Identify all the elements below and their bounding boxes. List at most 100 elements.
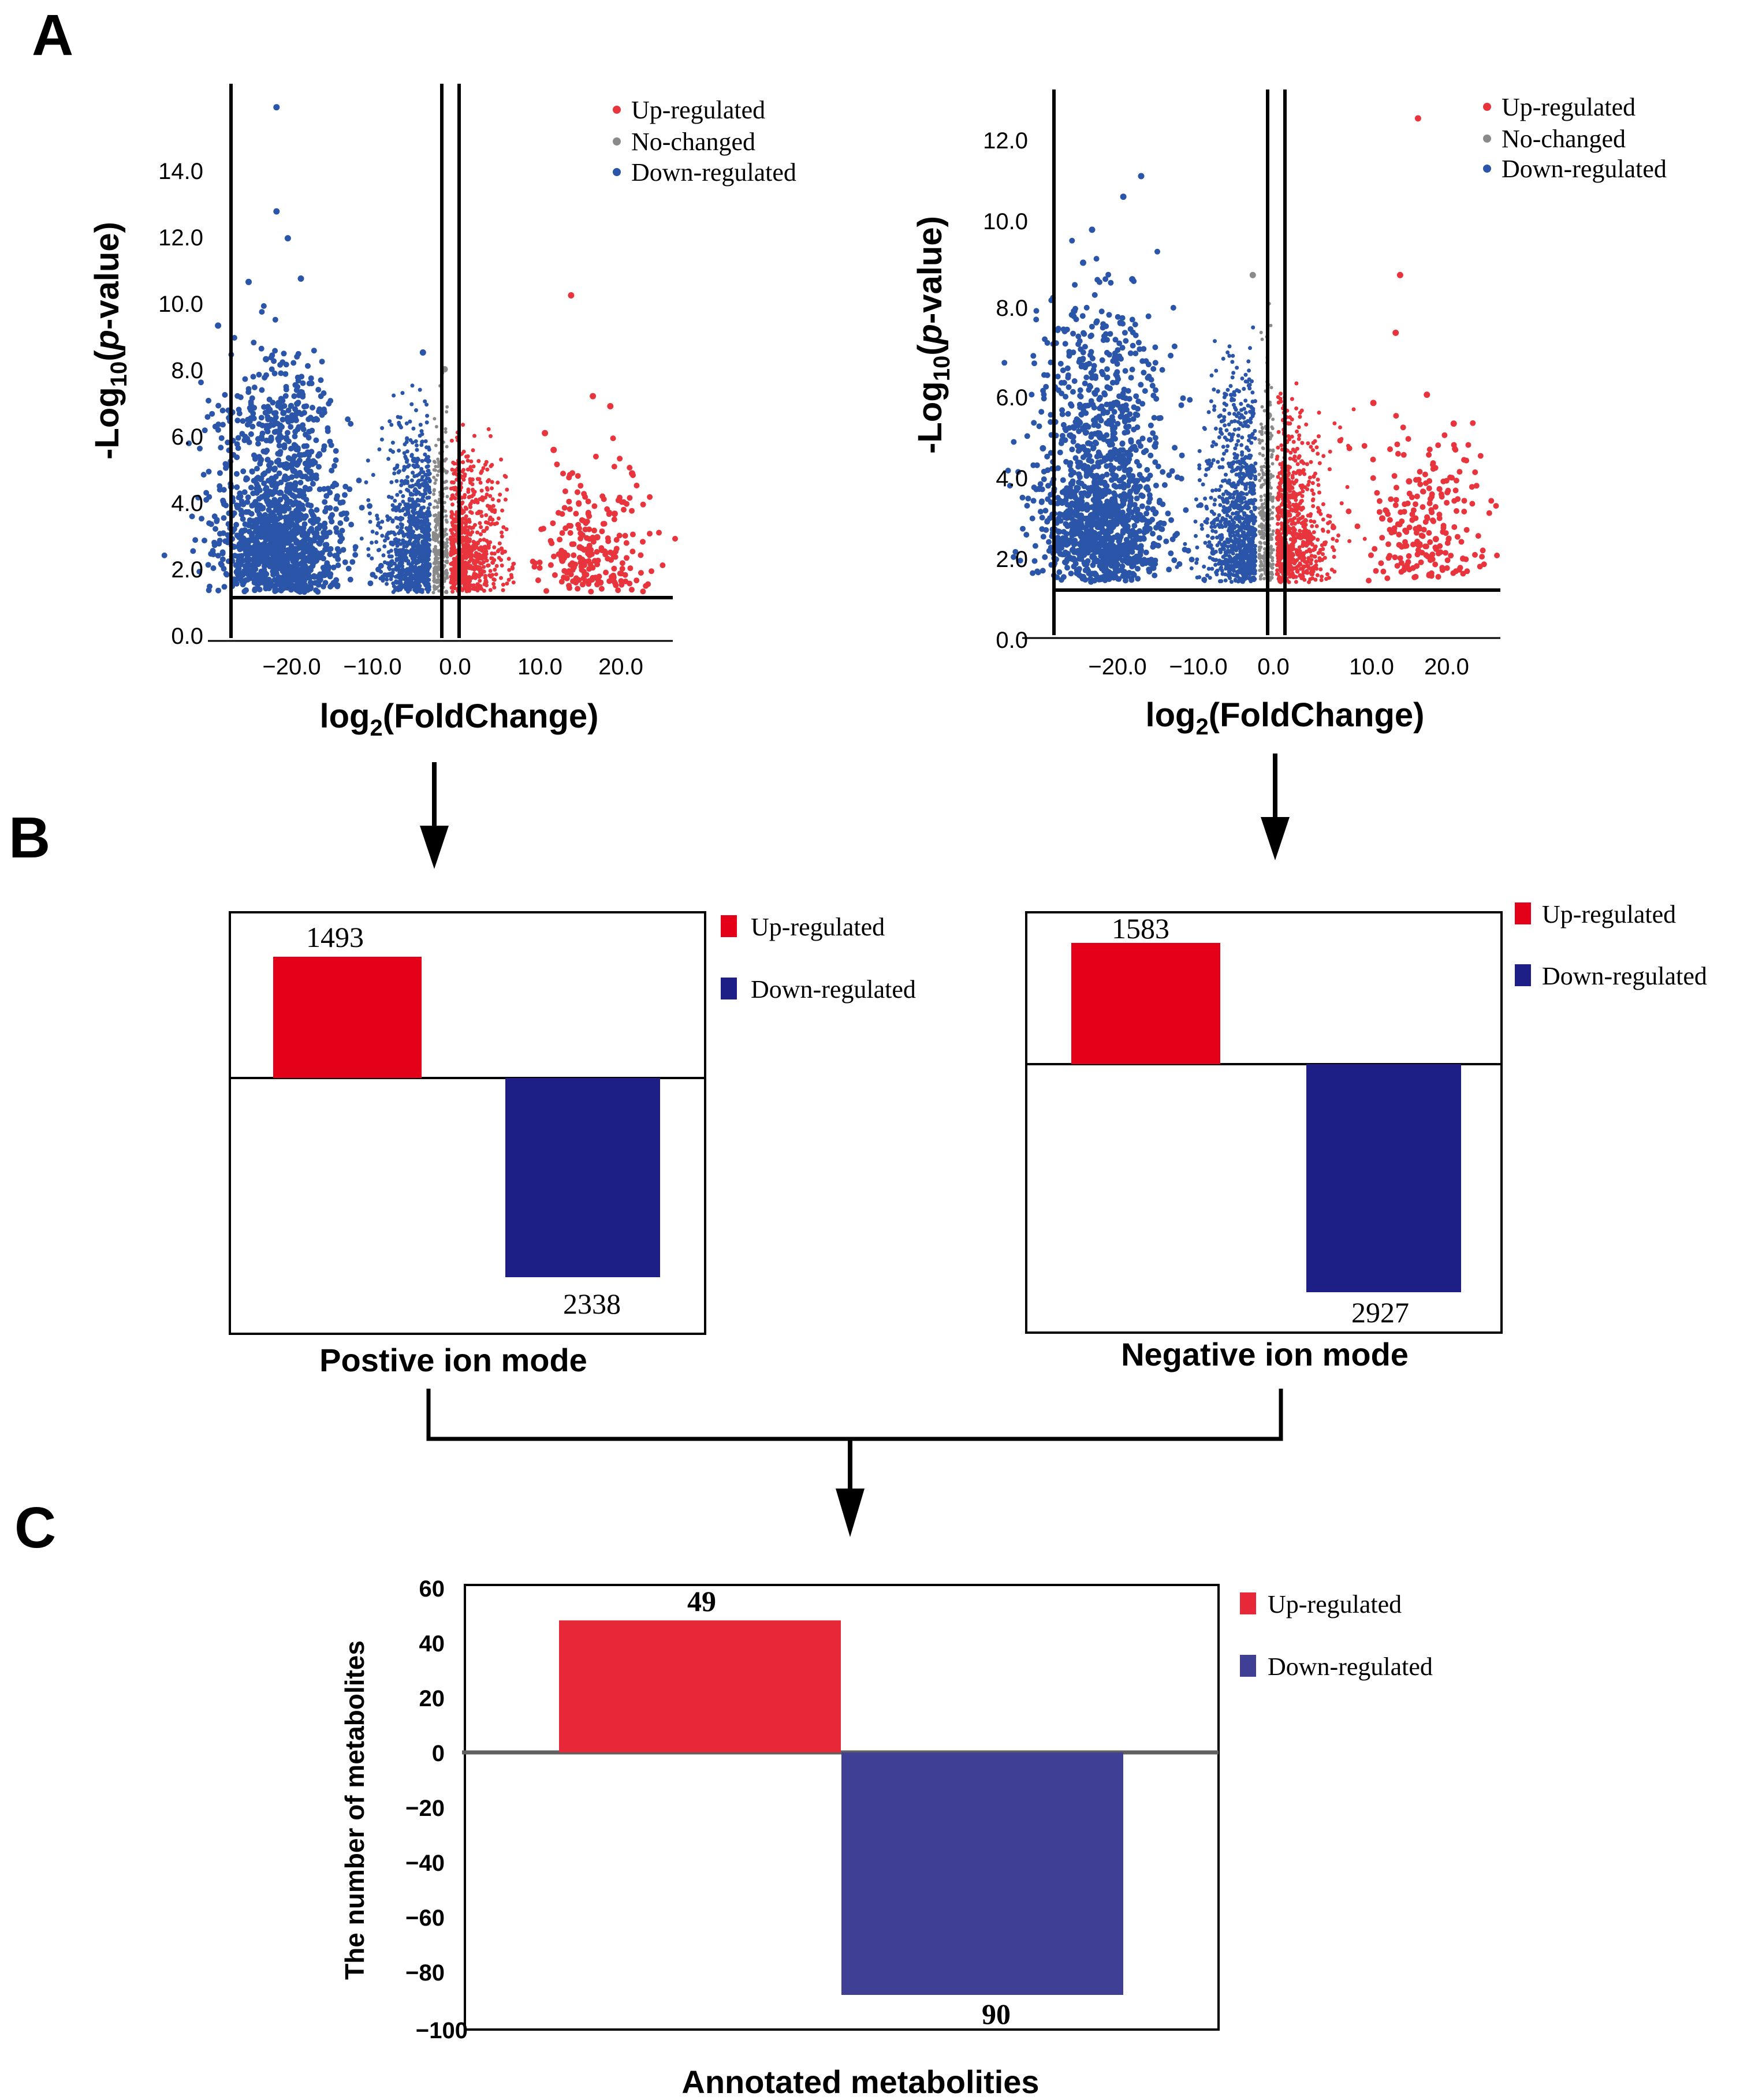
- data-point-down: [375, 513, 379, 518]
- data-point-down: [1085, 402, 1091, 409]
- data-point-down: [255, 502, 262, 508]
- data-point-down: [1070, 478, 1076, 484]
- data-point-down: [426, 525, 431, 529]
- data-point-up: [473, 576, 478, 580]
- data-point-down: [263, 561, 270, 568]
- data-point-down: [416, 536, 421, 541]
- data-point-down: [1089, 472, 1096, 479]
- data-point-down: [411, 471, 415, 475]
- data-point-down: [295, 446, 301, 453]
- data-point-down: [1139, 493, 1146, 499]
- data-point-down: [1134, 506, 1141, 513]
- y-tick: 14.0: [158, 159, 203, 184]
- data-point-down: [1170, 305, 1176, 311]
- data-point-down: [1166, 566, 1172, 573]
- data-point-down: [1070, 434, 1076, 440]
- data-point-down: [264, 528, 271, 535]
- data-point-down: [329, 468, 335, 473]
- data-point-down: [1067, 537, 1074, 543]
- data-point-down: [319, 550, 325, 556]
- data-point-up: [610, 435, 616, 442]
- data-point-down: [1120, 320, 1126, 327]
- data-point-highlight: [297, 275, 304, 282]
- data-point-up: [468, 505, 473, 509]
- data-point-up: [500, 534, 504, 539]
- data-point-down: [202, 538, 207, 544]
- data-point-down: [1120, 551, 1126, 558]
- y-tick: 6.0: [171, 424, 203, 450]
- data-point-up: [484, 551, 489, 556]
- data-point-down: [1094, 472, 1100, 479]
- data-point-down: [399, 583, 404, 587]
- data-point-up: [617, 456, 623, 462]
- data-point-down: [406, 578, 411, 583]
- data-point-down: [1143, 521, 1150, 528]
- data-point-down: [254, 533, 260, 539]
- data-point-down: [404, 504, 408, 509]
- data-point-up: [590, 535, 596, 540]
- data-point-down: [218, 445, 224, 451]
- data-point-down: [303, 513, 309, 519]
- data-point-down: [348, 521, 355, 528]
- data-point-up: [461, 460, 465, 464]
- data-point-down: [1031, 484, 1037, 491]
- data-point-down: [419, 443, 424, 447]
- data-point-down: [245, 386, 252, 392]
- data-point-down: [1141, 536, 1147, 542]
- data-point-down: [271, 370, 278, 376]
- data-point-down: [303, 473, 308, 480]
- data-point-up: [586, 526, 593, 532]
- data-point-up: [629, 508, 635, 514]
- data-point-up: [505, 581, 509, 586]
- x-tick: 0.0: [439, 654, 471, 680]
- data-point-down: [387, 565, 391, 570]
- data-point-down: [377, 547, 382, 552]
- data-point-up: [474, 554, 479, 559]
- data-point-down: [1082, 344, 1088, 350]
- data-point-up: [572, 561, 578, 568]
- data-point-down: [1130, 562, 1137, 569]
- data-point-down: [1047, 515, 1053, 521]
- data-point-down: [424, 402, 429, 407]
- data-point-up: [554, 461, 560, 468]
- data-point-down: [375, 523, 380, 528]
- data-point-down: [1093, 490, 1100, 496]
- data-point-down: [293, 561, 299, 567]
- data-point-down: [420, 458, 424, 463]
- data-point-down: [406, 590, 410, 594]
- data-point-highlight: [576, 544, 583, 551]
- data-point-down: [1064, 565, 1070, 571]
- data-point-down: [234, 393, 241, 399]
- data-point-up: [479, 514, 484, 519]
- data-point-down: [1055, 465, 1061, 471]
- data-point-down: [1069, 500, 1075, 506]
- data-point-down: [1098, 308, 1105, 315]
- data-point-down: [1095, 503, 1101, 509]
- data-point-down: [255, 508, 261, 514]
- data-point-up: [461, 510, 466, 514]
- data-point-down: [424, 420, 429, 425]
- data-point-down: [288, 416, 294, 422]
- data-point-up: [461, 543, 466, 548]
- data-point-down: [427, 538, 432, 542]
- data-point-down: [1117, 413, 1124, 420]
- data-point-down: [413, 518, 418, 523]
- data-point-down: [1001, 360, 1008, 366]
- data-point-down: [277, 422, 284, 428]
- data-point-down: [1109, 379, 1116, 386]
- data-point-down: [374, 575, 378, 579]
- data-point-up: [500, 508, 505, 513]
- data-point-down: [1033, 316, 1040, 323]
- data-point-down: [1150, 365, 1157, 372]
- data-point-down: [423, 482, 428, 486]
- data-point-down: [1039, 514, 1045, 521]
- data-point-down: [1042, 336, 1048, 342]
- data-point-down: [251, 478, 257, 484]
- data-point-down: [1231, 495, 1236, 500]
- data-point-down: [1112, 424, 1118, 431]
- data-point-down: [295, 426, 301, 432]
- data-point-down: [280, 529, 286, 536]
- data-point-down: [342, 492, 348, 498]
- data-point-down: [297, 525, 303, 532]
- data-point-down: [1086, 383, 1093, 389]
